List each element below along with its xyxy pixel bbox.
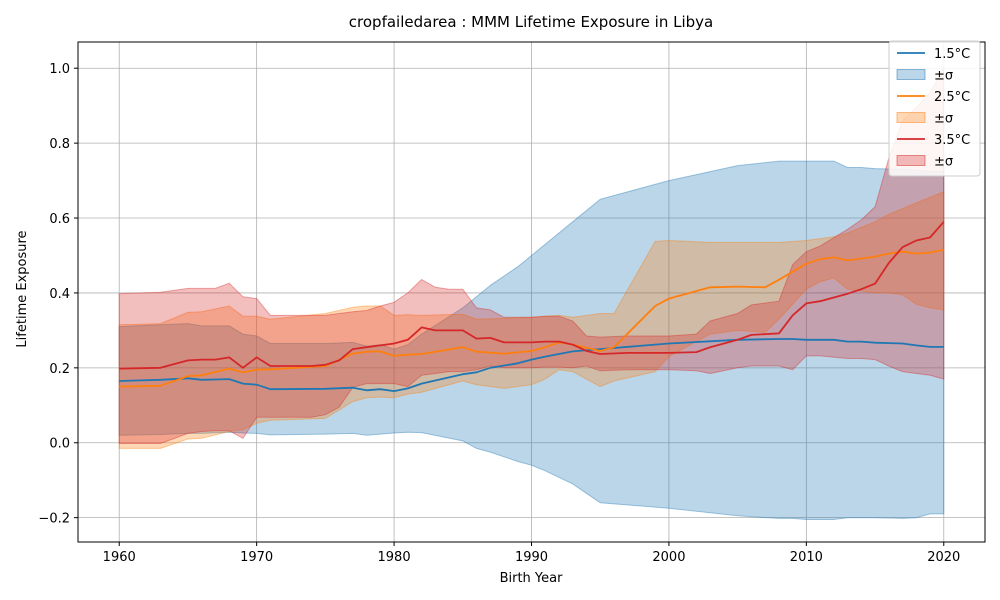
- legend-band-swatch: [896, 112, 926, 123]
- legend-band-label: ±σ: [934, 69, 953, 84]
- legend-band-label: ±σ: [934, 112, 953, 127]
- y-tick-label: 0.0: [49, 437, 70, 452]
- legend: 1.5°C ±σ 2.5°C ±σ 3.5°C ±σ: [888, 40, 981, 177]
- band-layer: [118, 66, 945, 520]
- legend-box: [888, 40, 981, 177]
- y-tick-label: 1.0: [49, 62, 70, 77]
- legend-band-swatch: [896, 69, 926, 80]
- y-tick-label: 0.4: [49, 287, 70, 302]
- series-0-sigma-band: [118, 160, 945, 520]
- x-tick-label: 2010: [790, 550, 823, 565]
- y-tick-label: −0.2: [38, 512, 70, 527]
- series-1-sigma-band: [118, 191, 945, 449]
- chart-title: cropfailedarea : MMM Lifetime Exposure i…: [349, 13, 713, 31]
- series-0-mean-line: [119, 338, 944, 393]
- legend-series-label: 3.5°C: [934, 133, 970, 148]
- legend-series-label: 2.5°C: [934, 90, 970, 105]
- x-tick-label: 1960: [103, 550, 136, 565]
- y-axis-label: Lifetime Exposure: [15, 230, 30, 347]
- x-tick-label: 1970: [240, 550, 273, 565]
- series-1-mean-line: [119, 249, 944, 388]
- legend-band-label: ±σ: [934, 155, 953, 170]
- x-tick-label: 1990: [515, 550, 548, 565]
- series-2-sigma-band: [118, 66, 945, 444]
- series-2-mean-line: [119, 221, 945, 370]
- x-tick-label: 2020: [927, 550, 960, 565]
- y-tick-label: 0.6: [49, 212, 70, 227]
- legend-band-swatch: [896, 155, 926, 166]
- legend-series-label: 1.5°C: [934, 47, 970, 62]
- ticks: 1960 1970 1980 1990 2000 2010 2020 −0.2 0.0 0.2 0.…: [38, 62, 960, 565]
- x-tick-label: 2000: [652, 550, 685, 565]
- x-tick-label: 1980: [378, 550, 411, 565]
- grid: [78, 42, 985, 542]
- x-axis-label: Birth Year: [500, 571, 564, 586]
- y-tick-label: 0.2: [49, 362, 70, 377]
- y-tick-label: 0.8: [49, 137, 70, 152]
- line-layer: [119, 221, 945, 393]
